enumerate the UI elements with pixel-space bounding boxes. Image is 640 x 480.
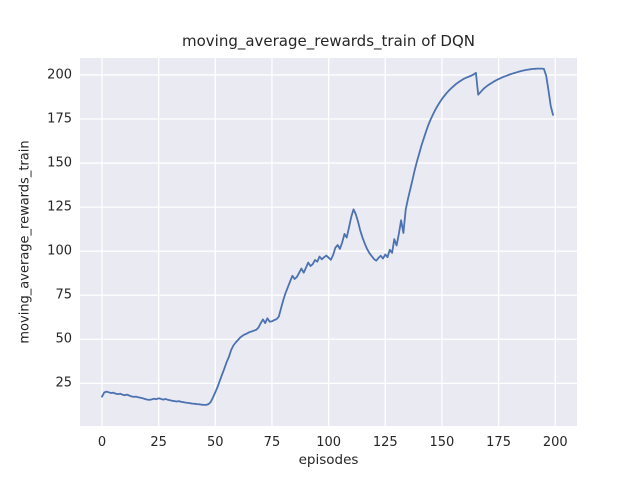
gridlines xyxy=(80,58,577,426)
moving-average-line xyxy=(101,67,554,406)
y-tick-label: 175 xyxy=(47,111,72,127)
x-tick-label: 200 xyxy=(542,435,568,450)
chart-canvas xyxy=(80,58,577,426)
y-tick-label: 200 xyxy=(47,67,72,83)
x-tick-label: 175 xyxy=(486,435,511,450)
x-tick-label: 75 xyxy=(263,435,281,450)
plot-area xyxy=(80,58,577,426)
x-tick-label: 100 xyxy=(316,435,342,450)
x-tick-label: 0 xyxy=(97,435,107,450)
x-tick-label: 25 xyxy=(150,435,167,450)
x-tick-label: 150 xyxy=(429,435,455,450)
x-tick-label: 125 xyxy=(372,435,398,450)
y-tick-label: 25 xyxy=(55,375,72,391)
y-tick-label: 125 xyxy=(47,199,72,215)
y-tick-label: 50 xyxy=(55,331,72,347)
y-tick-label: 100 xyxy=(47,243,72,259)
y-tick-label: 75 xyxy=(55,287,72,303)
y-tick-label: 150 xyxy=(47,155,72,171)
chart-title: moving_average_rewards_train of DQN xyxy=(181,32,476,50)
x-tick-label: 50 xyxy=(207,435,224,450)
y-axis-label: moving_average_rewards_train xyxy=(17,140,33,344)
x-axis-label: episodes xyxy=(298,452,359,468)
